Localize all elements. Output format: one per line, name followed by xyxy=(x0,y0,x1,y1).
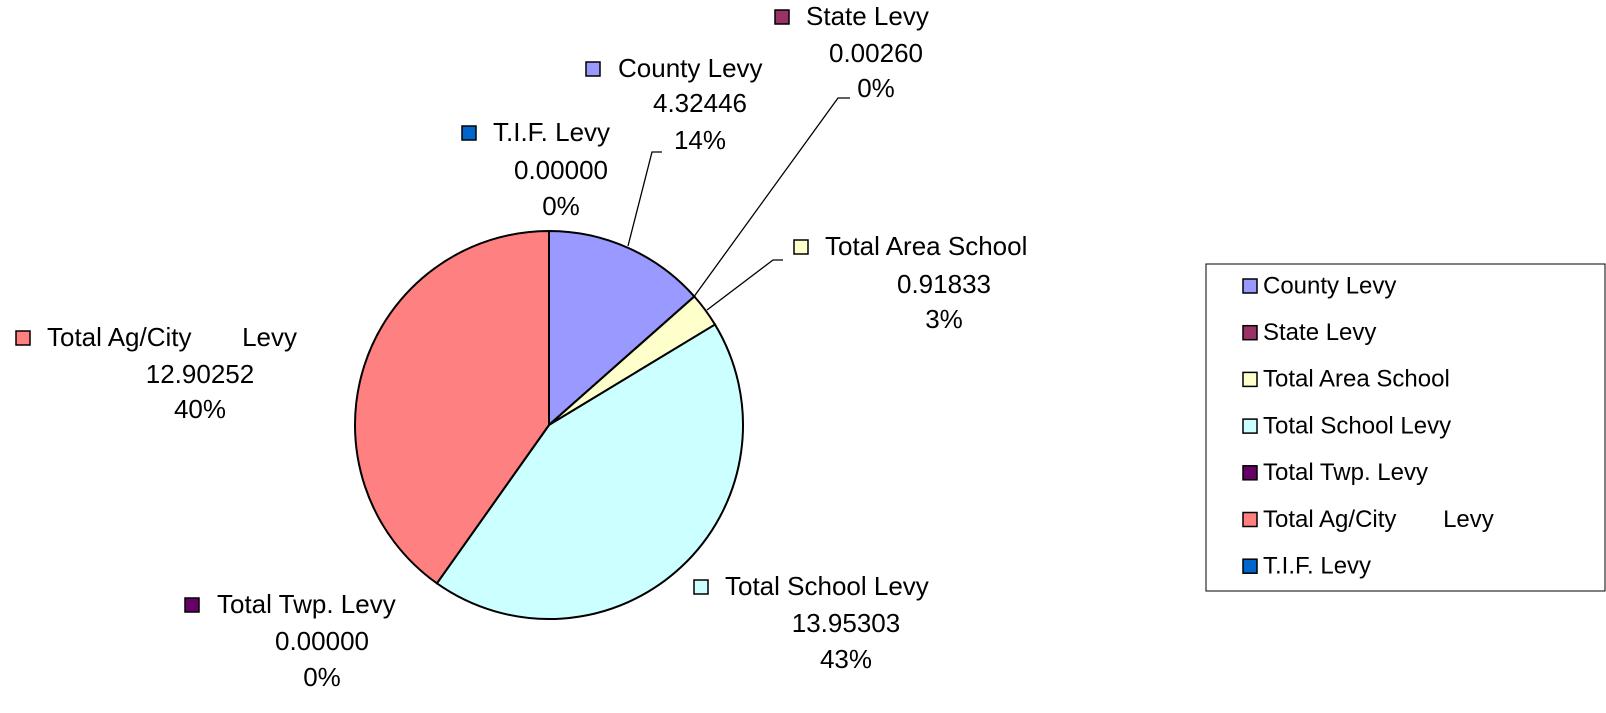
leader-lines xyxy=(627,97,850,311)
data-label-name: Total Twp. Levy xyxy=(217,589,396,619)
legend-label: County Levy xyxy=(1263,272,1396,299)
leader-line xyxy=(692,97,850,299)
data-label-name: Total Area School xyxy=(825,231,1027,261)
data-label-value: 0.00000 xyxy=(275,626,369,656)
legend-marker xyxy=(1242,511,1258,528)
legend-marker xyxy=(1242,278,1258,294)
data-label-value: 13.95303 xyxy=(792,608,900,638)
data-label-percent: 40% xyxy=(174,394,226,424)
legend-marker xyxy=(1242,465,1258,481)
leader-line xyxy=(627,151,662,247)
data-label-percent: 0% xyxy=(542,191,580,221)
data-label-value: 0.00260 xyxy=(829,38,923,68)
label-marker xyxy=(184,597,200,613)
legend-marker xyxy=(1242,558,1258,574)
label-marker xyxy=(585,61,601,77)
pie-slice xyxy=(354,229,550,585)
data-label-percent: 14% xyxy=(674,125,726,155)
legend-marker xyxy=(1242,418,1258,434)
data-label-value: 12.90252 xyxy=(146,359,254,389)
legend-label: State Levy xyxy=(1263,319,1376,346)
data-label-name: T.I.F. Levy xyxy=(493,117,610,147)
data-label-percent: 0% xyxy=(857,73,895,103)
label-marker xyxy=(693,579,709,595)
data-label-value: 0.91833 xyxy=(897,269,991,299)
data-label-name: State Levy xyxy=(806,1,929,31)
legend-label: Total Twp. Levy xyxy=(1263,459,1428,486)
data-label-percent: 43% xyxy=(820,644,872,674)
data-label-name: Total School Levy xyxy=(725,571,929,601)
data-label-value: 4.32446 xyxy=(653,88,747,118)
label-marker xyxy=(461,125,477,141)
data-label-value: 0.00000 xyxy=(514,155,608,185)
data-label-name: County Levy xyxy=(618,53,763,83)
pie-slice xyxy=(435,323,744,620)
legend-box xyxy=(1205,263,1606,592)
legend-marker xyxy=(1242,324,1258,341)
legend-label: T.I.F. Levy xyxy=(1263,553,1371,580)
data-label-percent: 3% xyxy=(925,304,963,334)
legend-label: Total Area School xyxy=(1263,366,1450,393)
label-marker xyxy=(15,330,31,346)
leader-line xyxy=(706,259,783,311)
label-marker xyxy=(793,239,809,255)
data-label-name: Total Ag/City Levy xyxy=(47,322,297,352)
legend-label: Total Ag/City Levy xyxy=(1263,506,1494,533)
label-marker xyxy=(774,9,790,25)
legend-label: Total School Levy xyxy=(1263,412,1451,439)
data-label-percent: 0% xyxy=(303,662,341,692)
pie-slice xyxy=(548,229,696,428)
legend-marker xyxy=(1242,371,1258,388)
